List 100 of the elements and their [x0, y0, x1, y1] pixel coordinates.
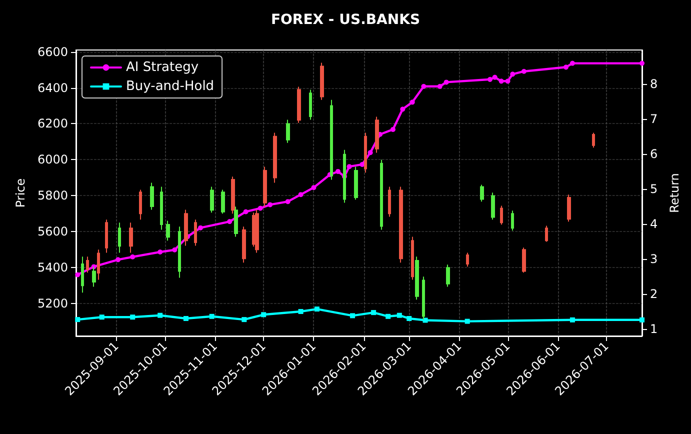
point	[335, 168, 340, 174]
candlestick	[194, 219, 197, 246]
point	[258, 206, 263, 211]
y2-tick-label: 7	[650, 112, 658, 126]
point	[640, 60, 644, 66]
point	[640, 317, 644, 322]
candlestick	[446, 264, 450, 288]
y-tick-label: 6000	[37, 152, 68, 167]
point	[209, 314, 214, 319]
chart-title: FOREX - US.BANKS	[270, 12, 420, 28]
candlestick	[411, 236, 414, 280]
point	[570, 60, 575, 66]
point	[487, 76, 492, 82]
point	[183, 316, 188, 321]
point	[158, 249, 163, 254]
point	[396, 312, 402, 318]
y-tick-label: 5400	[37, 260, 68, 275]
point	[492, 74, 498, 80]
candlestick	[297, 86, 301, 124]
candlestick	[92, 266, 96, 288]
point	[285, 199, 290, 204]
candlestick	[343, 149, 346, 204]
y2-axis-title: Return	[668, 173, 682, 213]
point	[158, 312, 163, 318]
y-axis-title: Price	[14, 178, 28, 208]
point	[311, 185, 316, 190]
point	[498, 78, 504, 84]
point	[198, 225, 204, 230]
candlestick	[375, 116, 379, 154]
y2-tick-label: 6	[650, 146, 658, 161]
point	[243, 209, 248, 214]
y-tick-label: 5600	[37, 224, 68, 239]
point	[346, 164, 352, 170]
point	[400, 106, 406, 112]
candlestick	[466, 252, 469, 268]
candlestick	[422, 276, 425, 320]
candlestick	[415, 256, 419, 300]
point	[75, 317, 80, 322]
y2-tick-label: 8	[650, 76, 658, 91]
candlestick	[480, 184, 484, 202]
point	[227, 219, 232, 224]
point	[261, 312, 266, 318]
point	[444, 80, 449, 85]
candlestick	[210, 186, 214, 214]
point	[564, 64, 568, 70]
y-tick-label: 6200	[37, 116, 68, 131]
candlestick	[150, 182, 154, 210]
legend-label: Buy-and-Hold	[126, 79, 214, 94]
candlestick	[242, 226, 246, 264]
point	[421, 84, 426, 89]
candlestick	[263, 166, 267, 208]
y-tick-label: 5800	[37, 188, 68, 203]
candlestick	[105, 219, 108, 254]
candlestick	[380, 159, 383, 230]
point	[350, 313, 356, 318]
y2-tick-label: 4	[650, 216, 658, 231]
point	[268, 202, 273, 208]
candlestick	[139, 189, 142, 220]
candlestick	[309, 89, 312, 120]
candlestick	[178, 226, 181, 278]
y-tick-label: 6400	[37, 80, 68, 95]
candlestick	[567, 194, 571, 222]
point	[99, 314, 104, 320]
point	[172, 247, 178, 252]
y2-tick-label: 1	[650, 322, 658, 336]
candlestick	[231, 176, 235, 214]
candlestick	[273, 132, 277, 184]
candlestick	[160, 186, 163, 230]
point	[464, 318, 470, 324]
point	[368, 150, 373, 156]
point	[422, 318, 428, 323]
candlestick	[545, 225, 548, 242]
candlestick	[399, 186, 403, 264]
y2-tick-label: 5	[650, 182, 658, 196]
point	[75, 272, 80, 278]
point	[410, 100, 415, 105]
point	[510, 72, 516, 77]
candlestick	[511, 210, 514, 232]
candlestick	[286, 119, 290, 144]
candlestick	[592, 132, 595, 148]
point	[437, 84, 442, 89]
candlestick	[129, 222, 133, 254]
point	[298, 192, 304, 198]
y-tick-label: 6600	[37, 44, 68, 59]
candlestick	[234, 206, 238, 238]
point	[314, 306, 320, 312]
candlestick	[500, 205, 503, 226]
y-tick-label: 5200	[37, 296, 68, 311]
y2-tick-label: 2	[650, 286, 658, 301]
candlestick	[320, 62, 324, 100]
point	[371, 310, 376, 316]
y2-tick-label: 3	[650, 252, 658, 266]
point	[406, 316, 412, 321]
point	[521, 68, 526, 74]
legend-label: AI Strategy	[126, 60, 199, 75]
candlestick	[491, 192, 495, 220]
point	[390, 126, 396, 132]
candlestick	[81, 256, 84, 294]
candlestick	[166, 220, 170, 242]
candlestick	[97, 249, 100, 280]
